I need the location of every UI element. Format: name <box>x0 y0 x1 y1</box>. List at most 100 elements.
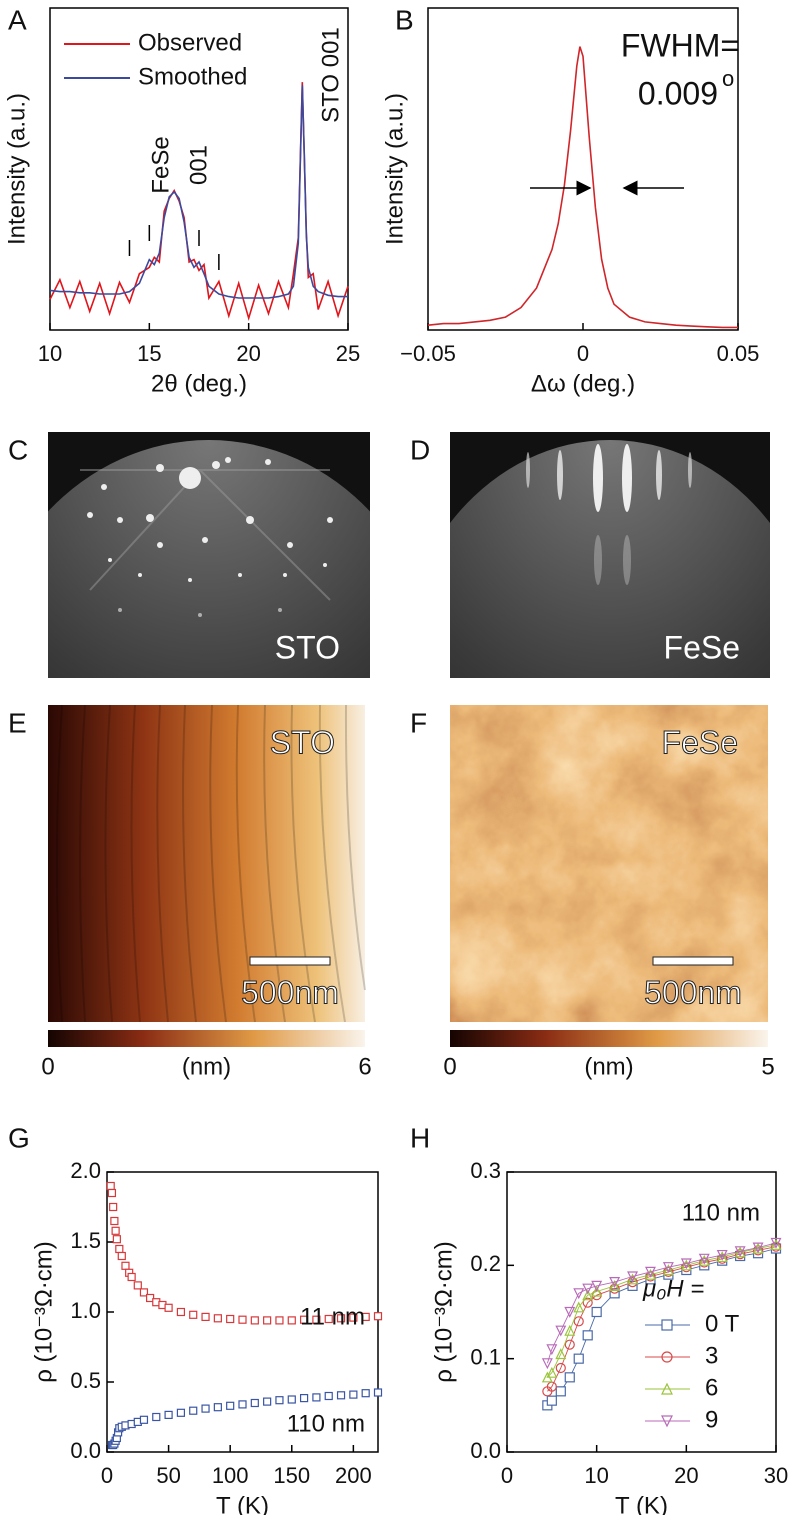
marker <box>555 1362 566 1374</box>
x-tick-label: 10 <box>584 1463 608 1488</box>
marker <box>110 1216 119 1226</box>
legend-marker <box>661 1415 673 1428</box>
marker <box>106 1181 115 1191</box>
x-axis-label: T (K) <box>216 1492 269 1515</box>
x-tick-label: 0 <box>501 1463 513 1488</box>
marker <box>770 1238 782 1250</box>
marker <box>111 1226 120 1235</box>
marker <box>299 1393 309 1403</box>
y-tick-label: 0.5 <box>70 1368 101 1393</box>
marker <box>250 1398 259 1408</box>
data-line <box>546 1242 777 1364</box>
data-line <box>547 1244 777 1378</box>
marker <box>361 1312 370 1322</box>
panel-letter: A <box>8 4 27 35</box>
annotation: o <box>722 66 734 91</box>
y-axis-label: ρ (10⁻³Ω·cm) <box>30 1241 57 1383</box>
annotation: 001 <box>185 145 212 185</box>
marker <box>752 1242 764 1254</box>
annotation: 0.009 <box>638 75 718 111</box>
x-tick-label: 100 <box>212 1463 249 1488</box>
marker <box>336 1391 346 1400</box>
panel-letter: E <box>8 707 27 738</box>
marker <box>735 1249 746 1260</box>
marker <box>546 1344 558 1356</box>
data-line <box>547 1246 777 1392</box>
colorbar-tick-label: 6 <box>358 1053 371 1080</box>
marker <box>336 1314 346 1323</box>
marker <box>139 1288 149 1297</box>
afm-image-f <box>450 705 768 1022</box>
marker <box>573 1353 584 1364</box>
marker <box>644 1268 656 1280</box>
x-tick-label: 0.05 <box>717 341 760 366</box>
marker <box>541 1358 553 1370</box>
y-tick-label: 1.0 <box>70 1298 101 1323</box>
x-tick-label: 0 <box>101 1463 113 1488</box>
marker <box>591 1285 603 1297</box>
marker <box>716 1249 728 1261</box>
marker <box>627 1271 639 1283</box>
series-label: 11 nm <box>300 1303 365 1330</box>
data-line <box>49 85 348 299</box>
legend-label: 3 <box>705 1342 718 1369</box>
annotation: FWHM= <box>621 27 739 63</box>
marker <box>573 1316 584 1327</box>
marker <box>287 1316 296 1325</box>
marker <box>555 1386 566 1397</box>
marker <box>263 1397 272 1406</box>
series-label: 110 nm <box>287 1410 365 1437</box>
marker <box>226 1314 235 1324</box>
marker <box>681 1262 692 1273</box>
legend-label: Smoothed <box>138 63 247 90</box>
marker <box>716 1251 728 1263</box>
marker <box>164 1303 173 1312</box>
marker <box>201 1404 210 1413</box>
marker <box>121 1261 130 1270</box>
y-tick-label: 0.0 <box>70 1438 101 1463</box>
x-axis-label: T (K) <box>615 1492 668 1515</box>
marker <box>644 1266 656 1278</box>
marker <box>546 1366 558 1378</box>
marker <box>349 1390 358 1399</box>
marker <box>373 1388 383 1397</box>
legend-title: μ₀H = <box>642 1275 704 1302</box>
marker <box>189 1310 198 1319</box>
marker <box>627 1277 638 1288</box>
x-tick-label: −0.05 <box>400 341 456 366</box>
marker <box>582 1283 594 1295</box>
y-tick-label: 0.0 <box>470 1438 501 1463</box>
marker <box>324 1391 333 1401</box>
y-tick-label: 0.3 <box>470 1158 501 1183</box>
marker <box>115 1244 124 1254</box>
marker <box>238 1400 247 1409</box>
marker <box>117 1251 126 1261</box>
legend-label: 0 T <box>705 1310 740 1337</box>
marker <box>752 1245 764 1256</box>
marker <box>263 1316 272 1325</box>
annotation: FeSe <box>147 136 174 193</box>
marker <box>189 1406 198 1415</box>
marker <box>275 1316 284 1325</box>
marker <box>627 1273 639 1285</box>
x-tick-label: 20 <box>674 1463 698 1488</box>
marker <box>250 1316 259 1325</box>
x-tick-label: 50 <box>156 1463 180 1488</box>
marker <box>555 1348 567 1360</box>
panel-letter: H <box>410 1122 430 1153</box>
colorbar-tick-label: 0 <box>443 1053 456 1080</box>
y-tick-label: 0.1 <box>470 1344 501 1369</box>
marker <box>573 1288 585 1300</box>
colorbar-tick-label: 0 <box>41 1053 54 1080</box>
marker <box>609 1283 620 1294</box>
legend-marker <box>661 1319 673 1331</box>
marker <box>609 1280 621 1291</box>
marker <box>582 1297 593 1308</box>
marker <box>698 1253 710 1265</box>
scale-bar-label: 500nm <box>241 974 339 1010</box>
y-axis-label: Intensity (a.u.) <box>381 93 408 245</box>
marker <box>373 1312 383 1321</box>
marker <box>662 1264 674 1276</box>
